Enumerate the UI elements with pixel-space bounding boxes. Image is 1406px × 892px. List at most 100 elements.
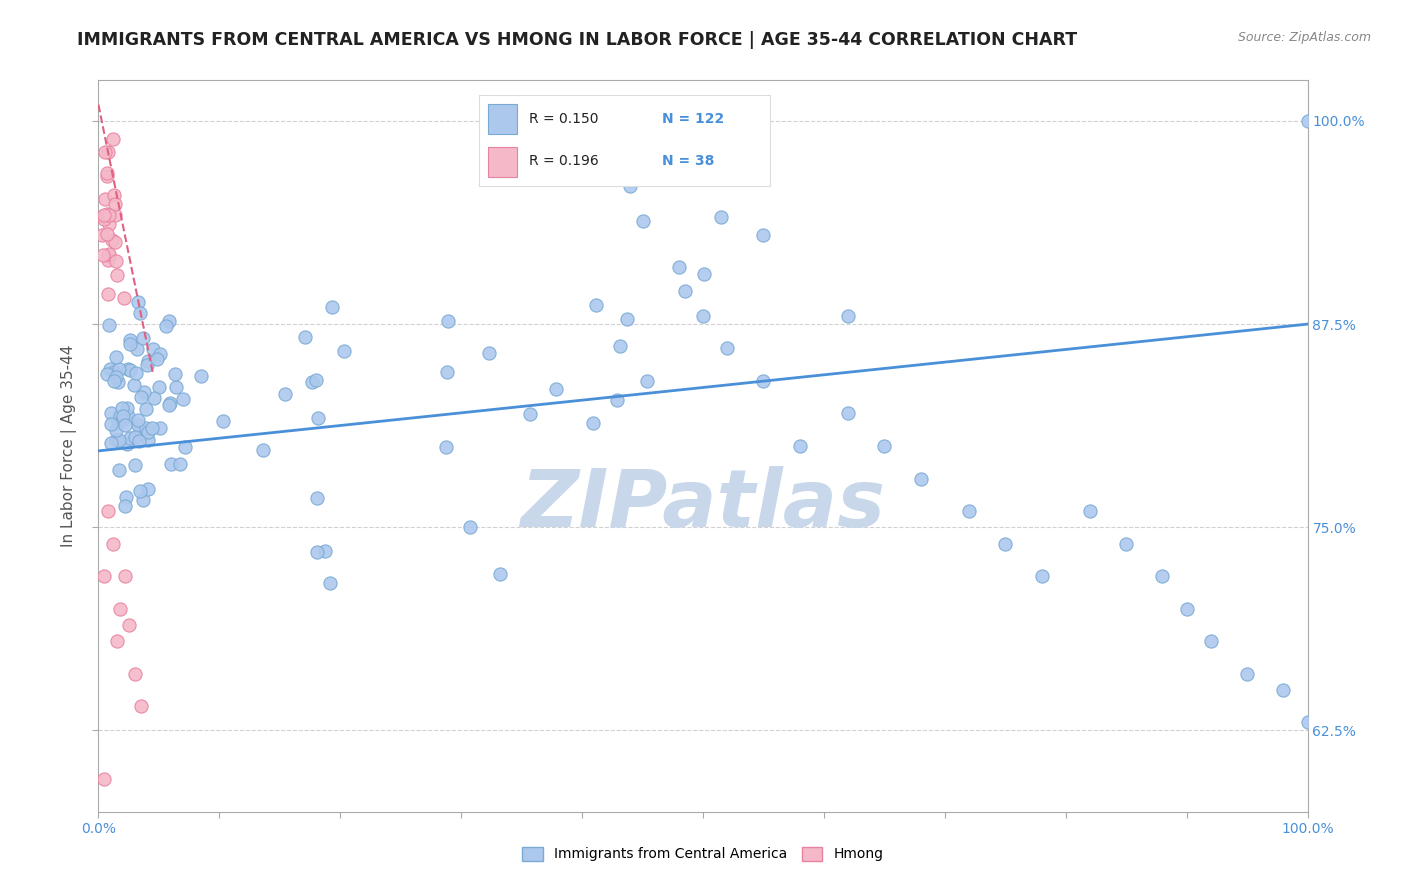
Point xyxy=(105,253,128,268)
Point xyxy=(143,391,166,405)
Point xyxy=(97,504,120,518)
Point xyxy=(128,434,150,448)
Point xyxy=(478,346,501,360)
Point xyxy=(107,375,129,389)
Point xyxy=(321,300,343,314)
Point xyxy=(127,413,149,427)
Point xyxy=(101,132,124,146)
Point xyxy=(105,350,128,364)
Point xyxy=(107,362,129,376)
Point xyxy=(98,247,121,261)
Point xyxy=(141,343,163,357)
Point xyxy=(94,145,117,159)
Point xyxy=(117,436,139,450)
Point xyxy=(118,432,141,446)
Point xyxy=(692,309,714,323)
Point xyxy=(93,772,115,787)
Point xyxy=(148,380,170,394)
Point xyxy=(159,396,181,410)
Point xyxy=(103,365,125,379)
Point xyxy=(104,208,127,222)
Point xyxy=(1078,504,1101,518)
Point xyxy=(100,417,122,432)
Point xyxy=(96,166,118,180)
Point xyxy=(434,440,457,454)
Point xyxy=(100,406,122,420)
Point xyxy=(117,362,139,376)
Point xyxy=(160,457,183,471)
Point xyxy=(111,413,134,427)
Point xyxy=(1236,666,1258,681)
Point xyxy=(157,398,180,412)
Point xyxy=(252,443,274,458)
Point xyxy=(131,492,153,507)
Point xyxy=(135,358,157,372)
Point xyxy=(169,457,191,471)
Point xyxy=(101,233,124,247)
Point xyxy=(294,330,316,344)
Point xyxy=(114,417,136,432)
Point xyxy=(135,401,157,416)
Point xyxy=(105,433,128,447)
Point xyxy=(190,368,212,383)
Point xyxy=(104,369,127,384)
Point xyxy=(96,227,118,242)
Text: Source: ZipAtlas.com: Source: ZipAtlas.com xyxy=(1237,31,1371,45)
Point xyxy=(582,417,605,431)
Point xyxy=(1296,114,1319,128)
Point xyxy=(163,367,186,381)
Text: ZIPatlas: ZIPatlas xyxy=(520,466,886,543)
Point xyxy=(129,699,152,714)
Point xyxy=(710,169,733,183)
Point xyxy=(332,343,354,358)
Point xyxy=(837,407,859,421)
Point xyxy=(108,409,131,423)
Point xyxy=(135,421,157,435)
Point xyxy=(96,169,118,184)
Point xyxy=(129,390,152,404)
Point xyxy=(104,235,127,249)
Point xyxy=(91,228,114,243)
Point xyxy=(710,210,733,224)
Point xyxy=(136,354,159,368)
Point xyxy=(436,365,458,379)
Point xyxy=(127,295,149,310)
Point xyxy=(91,248,114,262)
Point xyxy=(115,401,138,415)
Point xyxy=(97,318,120,333)
Point xyxy=(127,342,149,356)
Point xyxy=(97,208,120,222)
Point xyxy=(157,314,180,328)
Point xyxy=(305,373,328,387)
Point xyxy=(172,392,194,406)
Point xyxy=(93,208,115,222)
Point xyxy=(98,362,121,376)
Point xyxy=(585,297,607,311)
Point xyxy=(104,196,127,211)
Point xyxy=(1296,715,1319,730)
Point xyxy=(118,617,141,632)
Point xyxy=(307,545,329,559)
Point xyxy=(96,207,118,221)
Point xyxy=(212,414,235,428)
Point xyxy=(124,458,146,472)
Point xyxy=(873,439,896,453)
Point xyxy=(112,291,135,305)
Point xyxy=(93,212,115,227)
Point xyxy=(122,377,145,392)
Point xyxy=(97,145,120,160)
Point xyxy=(1272,682,1295,697)
Point xyxy=(149,347,172,361)
Point xyxy=(307,491,329,505)
Point xyxy=(97,253,120,268)
Point xyxy=(673,284,696,298)
Point xyxy=(96,287,118,301)
Point xyxy=(138,483,160,497)
Point xyxy=(138,425,160,439)
Point xyxy=(124,666,146,681)
Point xyxy=(114,499,136,513)
Point xyxy=(141,421,163,435)
Point xyxy=(307,410,329,425)
Point xyxy=(149,421,172,435)
Point xyxy=(519,407,541,421)
